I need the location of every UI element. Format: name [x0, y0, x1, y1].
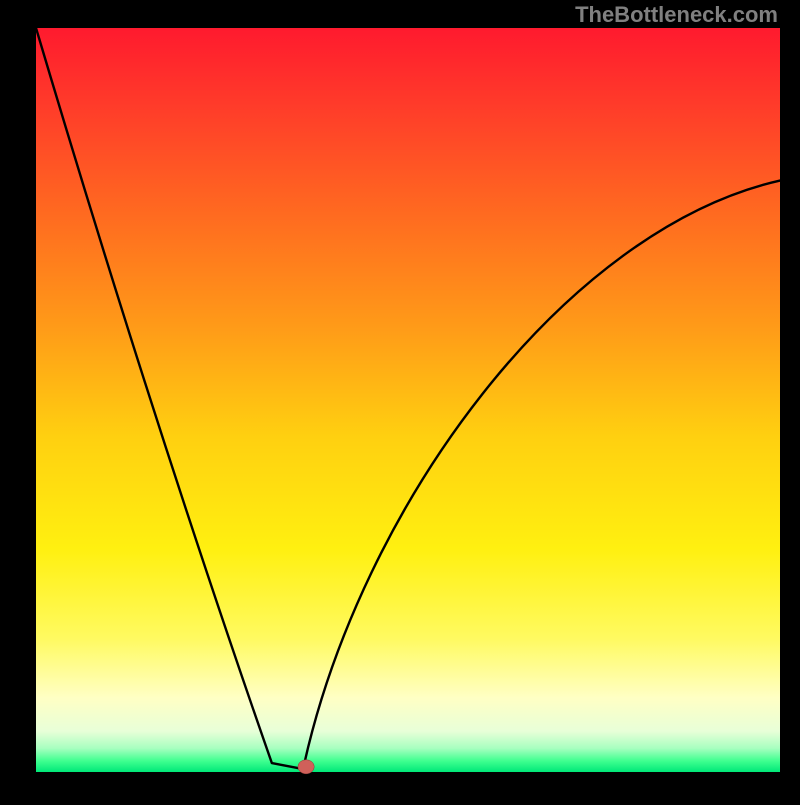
watermark-text: TheBottleneck.com	[575, 2, 778, 28]
plot-area	[0, 0, 800, 800]
minimum-marker	[298, 760, 314, 774]
chart-svg	[0, 0, 800, 800]
plot-background	[36, 28, 780, 772]
